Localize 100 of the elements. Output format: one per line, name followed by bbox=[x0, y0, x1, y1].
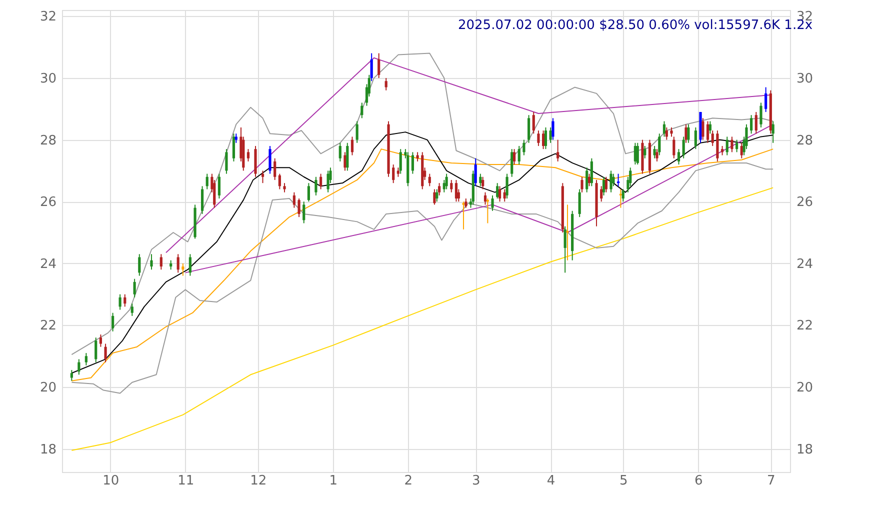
candlestick bbox=[604, 176, 608, 193]
candlestick bbox=[160, 254, 162, 270]
candlestick bbox=[670, 126, 673, 138]
candlestick bbox=[619, 188, 622, 208]
candlestick bbox=[537, 130, 540, 146]
candlestick bbox=[610, 170, 612, 193]
candlestick bbox=[70, 370, 73, 382]
candlestick bbox=[687, 124, 690, 144]
candlestick bbox=[170, 260, 172, 270]
candlestick bbox=[527, 114, 530, 144]
candlestick bbox=[682, 136, 685, 159]
candlestick bbox=[522, 139, 526, 156]
candlestick bbox=[188, 254, 192, 276]
candlestick bbox=[94, 337, 98, 363]
x-tick-label: 7 bbox=[767, 474, 776, 488]
candlestick bbox=[346, 142, 349, 172]
text: 2025.07.02 00:00:00 $28.50 0.60% vol:15597.6K 1.2x bbox=[458, 18, 813, 33]
candlestick bbox=[484, 192, 487, 206]
candlestick bbox=[84, 352, 88, 366]
x-tick-label: 3 bbox=[472, 474, 480, 488]
candlestick bbox=[338, 142, 342, 162]
candlestick bbox=[200, 186, 204, 214]
y-tick-label: 18 bbox=[40, 442, 56, 458]
candlestick bbox=[378, 52, 380, 78]
candlestick bbox=[218, 173, 221, 200]
x-tick-label: 4 bbox=[546, 474, 556, 488]
candlestick bbox=[111, 312, 114, 332]
candlestick bbox=[711, 130, 714, 146]
candlestick bbox=[176, 254, 180, 274]
y-tick-label: 28 bbox=[40, 133, 56, 148]
candlestick bbox=[622, 188, 624, 202]
candlestick bbox=[552, 118, 554, 140]
candlestick bbox=[634, 142, 637, 166]
candlestick bbox=[735, 139, 738, 153]
candlestick bbox=[532, 111, 535, 134]
candlestick bbox=[564, 226, 566, 274]
candlestick bbox=[307, 182, 310, 202]
candlestick bbox=[512, 148, 516, 166]
candlestick bbox=[450, 179, 453, 193]
candlestick bbox=[130, 303, 134, 316]
candlestick bbox=[182, 262, 184, 276]
candlestick bbox=[602, 176, 606, 196]
candlestick bbox=[730, 136, 734, 153]
candlestick bbox=[433, 188, 436, 206]
line-series bbox=[166, 57, 772, 254]
candlestick bbox=[302, 201, 306, 224]
candlestick bbox=[138, 254, 141, 276]
candlestick bbox=[104, 343, 107, 363]
candlestick bbox=[486, 198, 489, 224]
candlestick bbox=[750, 114, 753, 134]
candlestick bbox=[438, 182, 441, 196]
y2-tick-label: 20 bbox=[796, 380, 814, 396]
candlestick bbox=[268, 145, 272, 174]
y2-tick-label: 22 bbox=[796, 318, 814, 334]
candlestick bbox=[677, 148, 680, 166]
candlestick bbox=[720, 145, 724, 156]
candlestick bbox=[360, 102, 364, 119]
candlestick bbox=[319, 173, 322, 190]
candlestick bbox=[350, 136, 354, 156]
candlestick bbox=[556, 139, 560, 162]
candlestick bbox=[506, 173, 508, 200]
y2-tick-label: 24 bbox=[796, 256, 814, 272]
candlestick bbox=[384, 77, 388, 91]
y-tick-label: 22 bbox=[40, 318, 56, 334]
candlestick bbox=[482, 176, 484, 190]
candlestick bbox=[344, 152, 346, 172]
candlestick bbox=[246, 148, 250, 162]
candlestick bbox=[616, 173, 620, 187]
y-tick-label: 20 bbox=[40, 380, 56, 396]
candlestick bbox=[694, 126, 697, 150]
candlestick bbox=[580, 176, 584, 193]
candlestick bbox=[510, 148, 514, 178]
candlestick bbox=[274, 158, 276, 180]
x-tick-label: 6 bbox=[694, 474, 703, 488]
candlestick bbox=[498, 186, 502, 202]
candlestick bbox=[445, 173, 448, 190]
candlestick bbox=[672, 136, 676, 159]
candlestick bbox=[612, 173, 615, 187]
candlestick bbox=[491, 194, 494, 212]
candlestick bbox=[496, 182, 499, 200]
y2-tick-label: 28 bbox=[796, 133, 814, 148]
candlestick bbox=[292, 192, 296, 208]
candlestick bbox=[542, 130, 545, 150]
candlestick bbox=[416, 152, 419, 162]
candlestick bbox=[658, 133, 661, 156]
candlestick bbox=[662, 120, 666, 138]
candlestick bbox=[588, 173, 591, 187]
candlestick bbox=[261, 170, 264, 184]
candlestick bbox=[586, 167, 588, 193]
x-tick-label: 1 bbox=[329, 474, 338, 488]
y-tick-label: 32 bbox=[40, 10, 56, 25]
candlestick bbox=[590, 158, 593, 187]
candlestick bbox=[454, 179, 458, 202]
candlestick bbox=[399, 148, 402, 174]
candlestick bbox=[78, 358, 80, 376]
candlestick bbox=[706, 120, 710, 144]
candlestick bbox=[356, 120, 358, 144]
candlestick bbox=[234, 133, 238, 144]
candlestick bbox=[462, 201, 465, 230]
x-tick-label: 11 bbox=[178, 474, 194, 488]
